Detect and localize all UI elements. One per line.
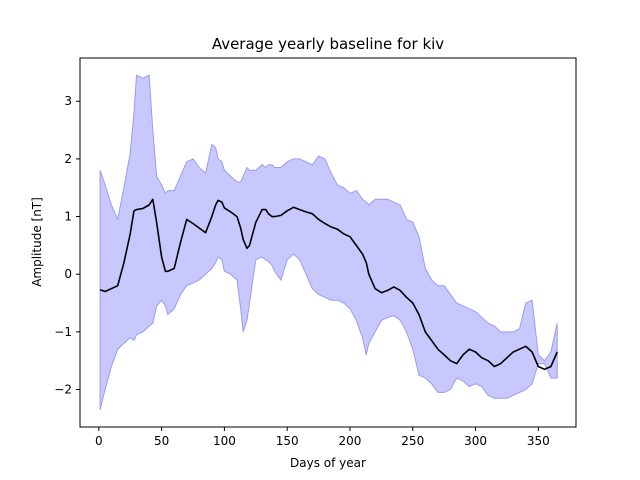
x-tick-label: 0: [95, 434, 103, 448]
x-tick-label: 350: [527, 434, 550, 448]
x-tick-label: 200: [339, 434, 362, 448]
x-axis-label: Days of year: [290, 456, 366, 470]
x-tick-label: 250: [401, 434, 424, 448]
y-axis-label: Amplitude [nT]: [30, 197, 44, 287]
chart-title: Average yearly baseline for kiv: [212, 35, 444, 53]
y-tick-label: 3: [64, 94, 72, 108]
y-axis: −2 −1 0 1 2 3: [54, 94, 80, 397]
x-tick-label: 150: [276, 434, 299, 448]
y-tick-label: −2: [54, 383, 72, 397]
axes-frame: [79, 57, 577, 428]
y-tick-label: 1: [64, 210, 72, 224]
x-tick-label: 50: [154, 434, 169, 448]
x-axis: 0 50 100 150 200 250 300 350: [95, 427, 550, 448]
confidence-band: [99, 74, 558, 410]
series-line-0: [99, 198, 558, 371]
y-tick-label: 0: [64, 267, 72, 281]
x-tick-label: 300: [464, 434, 487, 448]
x-tick-label: 100: [213, 434, 236, 448]
y-tick-label: 2: [64, 152, 72, 166]
y-tick-label: −1: [54, 325, 72, 339]
plot-area: [99, 74, 558, 410]
